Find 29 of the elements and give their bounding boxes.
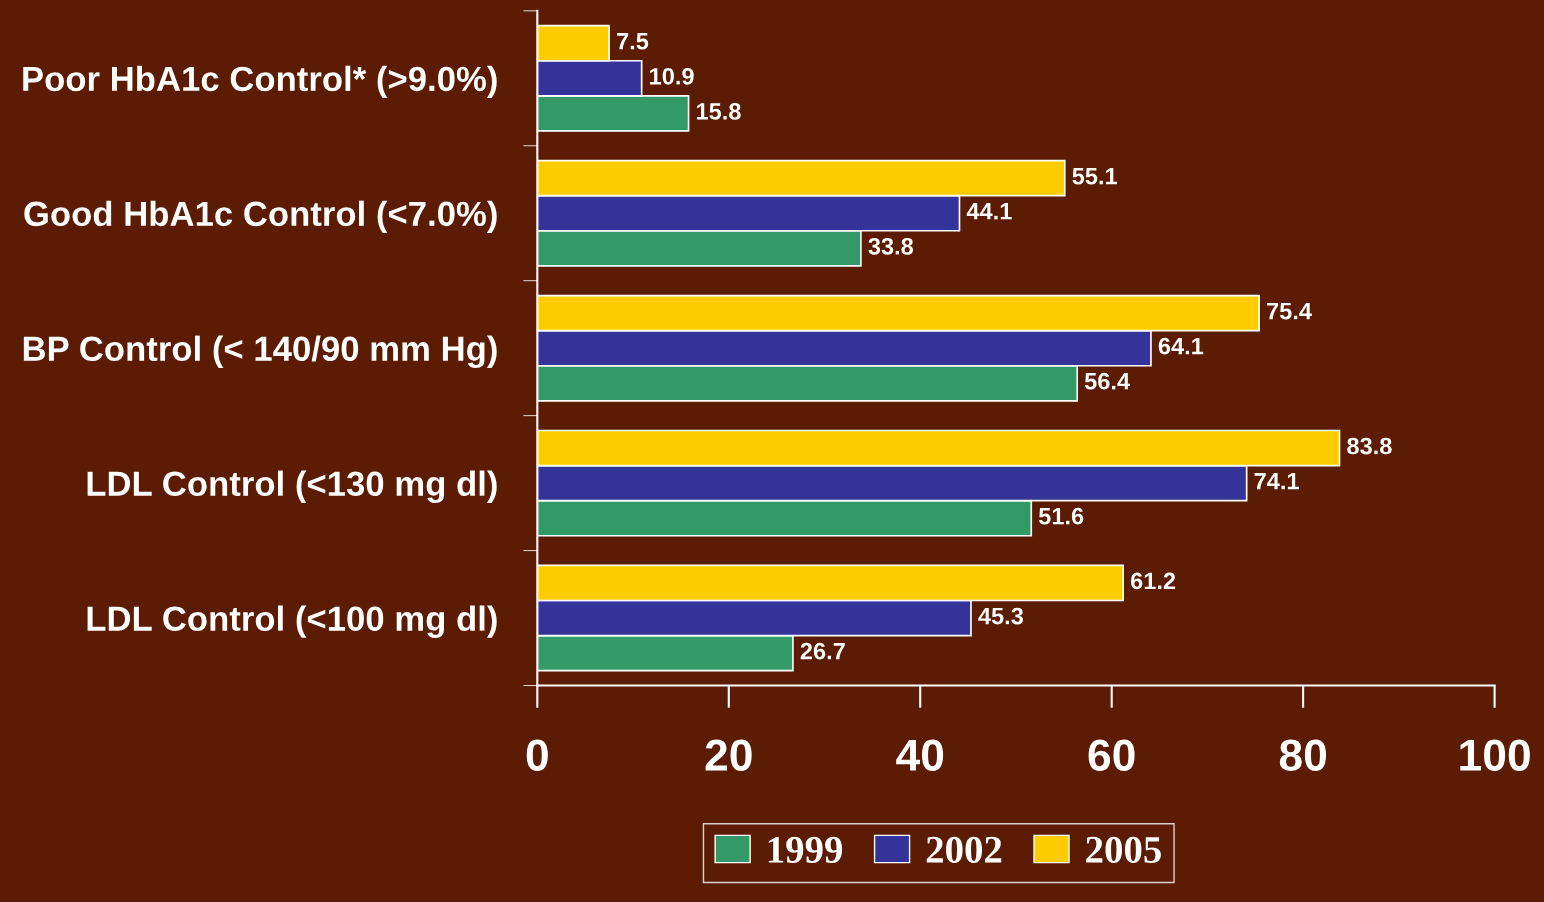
legend-label: 2002: [926, 836, 1002, 863]
data-label: 61.2: [1130, 572, 1176, 590]
y-tick-label: Poor HbA1c Control* (>9.0%): [23, 65, 497, 99]
data-label: 10.9: [650, 67, 694, 85]
data-label: 75.4: [1267, 302, 1312, 320]
data-label: 83.8: [1347, 437, 1392, 455]
x-tick-label: 100: [1460, 739, 1530, 771]
data-label: 64.1: [1158, 337, 1204, 355]
legend-label: 1999: [768, 836, 843, 863]
y-tick-label: LDL Control (<100 mg dl): [87, 605, 497, 638]
data-label: 74.1: [1254, 472, 1299, 490]
data-label: 56.4: [1084, 372, 1130, 390]
x-tick-label: 20: [705, 739, 752, 771]
data-label: 51.6: [1038, 507, 1084, 525]
data-label: 33.8: [868, 237, 914, 255]
data-label: 7.5: [617, 33, 649, 50]
y-tick-label: BP Control (< 140/90 mm Hg): [23, 335, 497, 369]
x-tick-label: 40: [896, 739, 944, 771]
x-tick-label: 80: [1279, 739, 1327, 771]
data-label: 26.7: [800, 642, 845, 660]
data-label: 15.8: [696, 103, 741, 120]
data-label: 55.1: [1072, 168, 1118, 185]
y-tick-label: LDL Control (<130 mg dl): [87, 470, 497, 504]
x-tick-label: 60: [1088, 739, 1135, 771]
y-tick-label: Good HbA1c Control (<7.0%): [24, 200, 497, 234]
x-tick-label: 0: [526, 739, 548, 771]
data-label: 44.1: [966, 203, 1012, 220]
data-label: 45.3: [978, 607, 1023, 625]
legend-label: 2005: [1086, 836, 1161, 863]
